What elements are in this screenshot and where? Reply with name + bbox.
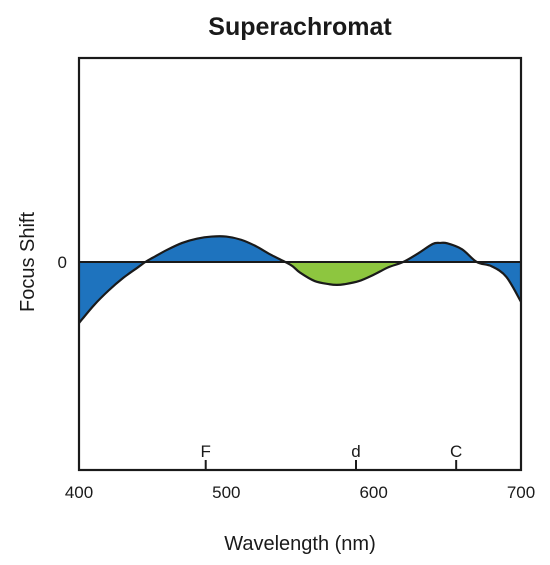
plot-frame	[77, 56, 523, 472]
y-axis-label: Focus Shift	[17, 212, 39, 312]
x-tick-label: 500	[212, 483, 240, 502]
spectral-line-label: C	[450, 442, 462, 461]
chart-title: Superachromat	[208, 13, 392, 41]
y-tick-label: 0	[58, 253, 67, 272]
x-tick-label: 700	[507, 483, 535, 502]
focus-shift-area-blue	[79, 236, 521, 324]
x-tick-label: 600	[359, 483, 387, 502]
x-tick-label: 400	[65, 483, 93, 502]
spectral-line-label: F	[201, 442, 211, 461]
spectral-line-label: d	[351, 442, 360, 461]
focus-shift-area-green	[285, 262, 404, 285]
x-axis-label: Wavelength (nm)	[224, 533, 376, 555]
focus-shift-curve	[79, 235, 521, 324]
